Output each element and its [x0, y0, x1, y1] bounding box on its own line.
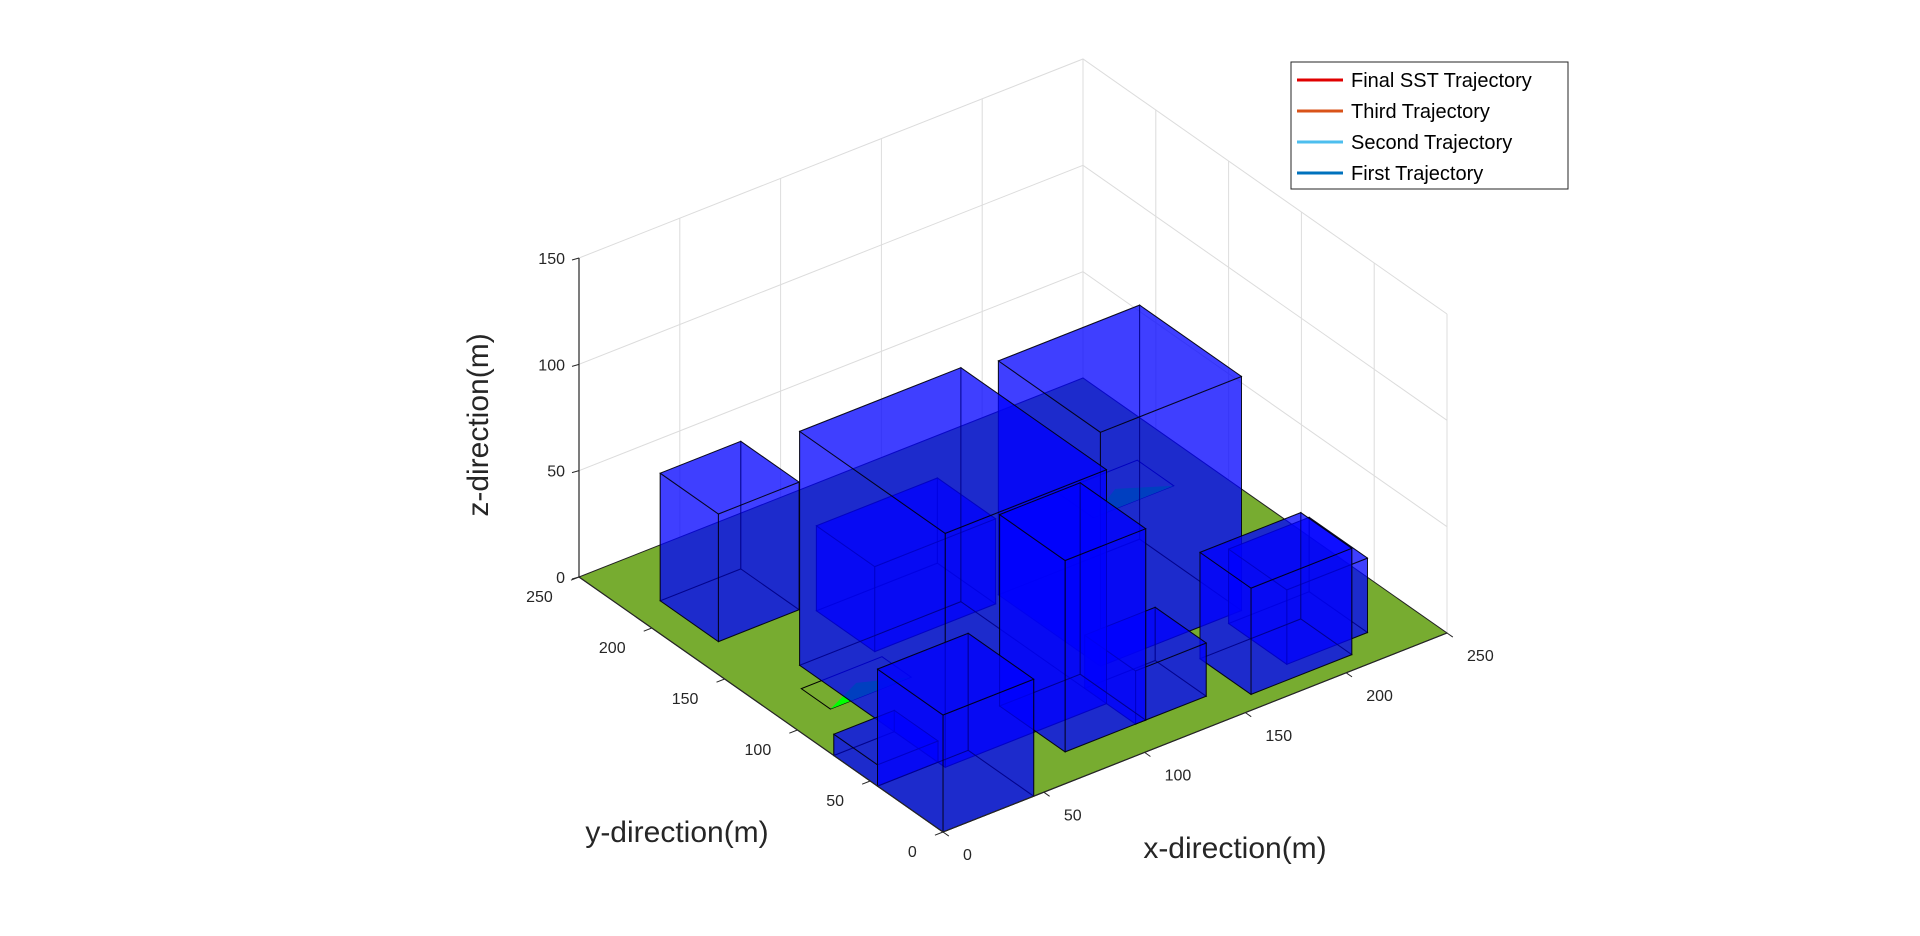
- y-tick-label-0: 0: [908, 844, 917, 861]
- y-tick-label-3: 150: [672, 691, 699, 708]
- x-tick-label-3: 150: [1265, 728, 1292, 745]
- z-tick-label-0: 0: [556, 570, 565, 587]
- x-tick-label-2: 100: [1165, 768, 1192, 785]
- grid-z-2: [578, 164, 1448, 421]
- building-2: [998, 481, 1147, 753]
- axes-lines: [578, 258, 1448, 833]
- z-tick-label-2: 100: [538, 357, 565, 374]
- y-tick-0: [934, 831, 944, 836]
- building-9: [1198, 511, 1353, 696]
- y-axis-line: [578, 576, 944, 833]
- legend-entry-first: First Trajectory: [1297, 163, 1483, 185]
- y-axis-label: y-direction(m): [585, 816, 768, 849]
- z-tick-0: [571, 576, 580, 580]
- z-axis-label: z-direction(m): [462, 333, 495, 516]
- building-5-face-top: [798, 367, 1108, 534]
- y-tick-label-1: 50: [826, 793, 844, 810]
- building-2-face-top: [998, 482, 1147, 562]
- z-tick-2: [571, 363, 580, 367]
- z-tick-label-1: 50: [547, 464, 565, 481]
- axes-walls: [579, 59, 1447, 633]
- x-tick-0: [942, 831, 950, 837]
- y-tick-label-5: 250: [526, 589, 553, 606]
- x-axis-line: [942, 632, 1448, 833]
- y-tick-3: [716, 678, 725, 683]
- y-tick-1: [861, 780, 871, 785]
- x-axis-label: x-direction(m): [1143, 832, 1326, 865]
- legend-label-final-sst: Final SST Trajectory: [1351, 70, 1532, 92]
- building-8-face-top: [659, 440, 801, 515]
- z-tick-1: [571, 470, 580, 474]
- z-tick-3: [571, 257, 580, 261]
- y-tick-4: [643, 627, 652, 632]
- x-tick-1: [1043, 791, 1050, 797]
- y-tick-label-2: 100: [745, 742, 772, 759]
- legend-label-second: Second Trajectory: [1351, 132, 1512, 154]
- legend-box: [1290, 61, 1569, 190]
- building-8: [659, 440, 801, 643]
- grid-z-3: [578, 58, 1448, 315]
- x-tick-2: [1144, 751, 1151, 757]
- y-tick-label-4: 200: [599, 640, 626, 657]
- legend-label-third: Third Trajectory: [1351, 101, 1490, 123]
- x-tick-label-0: 0: [963, 847, 972, 864]
- x-tick-4: [1345, 672, 1353, 678]
- legend: Final SST Trajectory Third Trajectory Se…: [1290, 61, 1569, 190]
- x-tick-label-5: 250: [1467, 648, 1494, 665]
- legend-entry-second: Second Trajectory: [1297, 132, 1512, 154]
- y-tick-2: [789, 729, 798, 734]
- x-tick-label-4: 200: [1366, 688, 1393, 705]
- scene-objects: [577, 304, 1449, 833]
- legend-entry-final-sst: Final SST Trajectory: [1297, 70, 1532, 92]
- x-tick-3: [1245, 712, 1252, 718]
- back-wall-yz: [1083, 59, 1447, 633]
- building-6-face-top: [997, 304, 1243, 433]
- building-2-face-front-y: [1064, 527, 1147, 753]
- back-wall-xz: [579, 59, 1083, 577]
- legend-entry-third: Third Trajectory: [1297, 101, 1490, 123]
- grid-z-1: [578, 271, 1448, 528]
- z-tick-label-3: 150: [538, 251, 565, 268]
- building-0-face-top: [876, 632, 1035, 716]
- x-tick-label-1: 50: [1064, 807, 1082, 824]
- legend-label-first: First Trajectory: [1351, 163, 1483, 185]
- x-tick-5: [1446, 632, 1454, 638]
- building-9-face-top: [1198, 512, 1353, 589]
